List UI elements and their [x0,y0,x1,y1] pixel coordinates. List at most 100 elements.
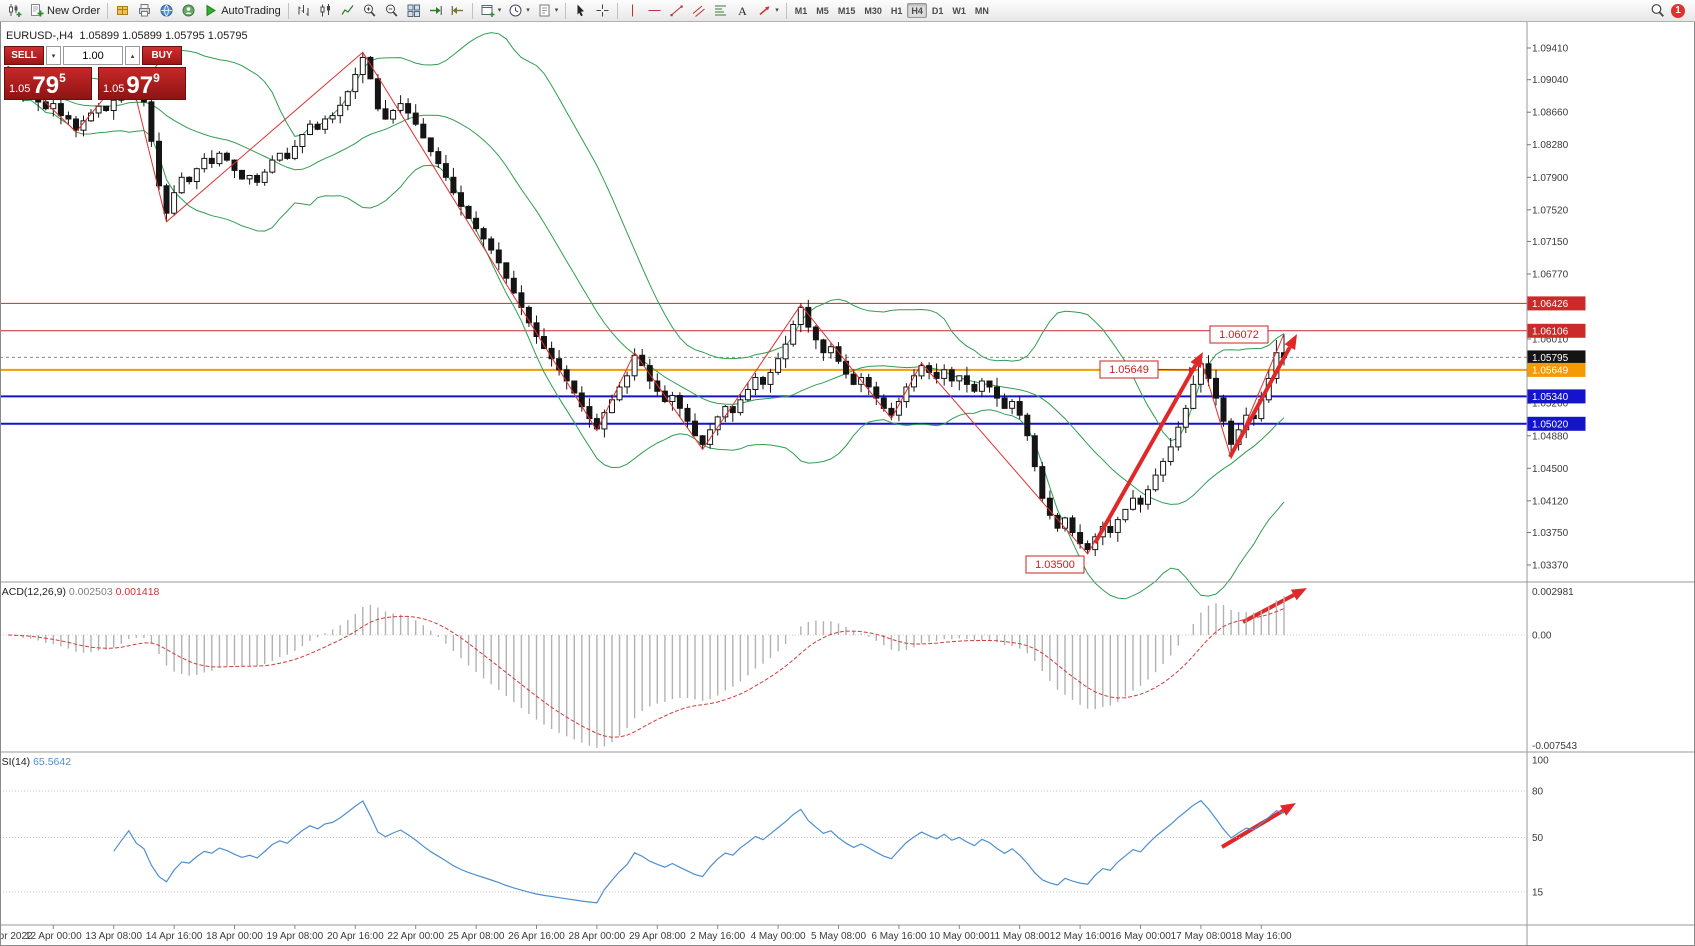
svg-text:19 Apr 08:00: 19 Apr 08:00 [267,931,324,942]
shape-arrow-icon [759,6,770,16]
timeframe-mn-button[interactable]: MN [971,3,993,18]
macd-signal-line [7,608,1285,738]
sell-price-pipette: 5 [59,71,66,85]
print-button[interactable] [134,1,155,20]
svg-text:0.002981: 0.002981 [1532,587,1574,598]
svg-text:17 May 08:00: 17 May 08:00 [1171,931,1232,942]
fibo-icon [715,5,727,16]
timeframe-m15-button[interactable]: M15 [834,3,860,18]
codebase-button[interactable] [156,1,177,20]
globe-arrows-icon [160,4,173,17]
cursor-button[interactable] [570,1,591,20]
timeframe-h4-button[interactable]: H4 [907,3,927,18]
svg-text:20 Apr 16:00: 20 Apr 16:00 [327,931,384,942]
main-chart-area[interactable] [0,22,1527,582]
template-button[interactable]: ▾ [534,1,562,20]
community-button[interactable] [178,1,199,20]
svg-text:10 May 00:00: 10 May 00:00 [929,931,990,942]
bollinger-middle [7,80,1285,505]
toolbar-separator [287,2,289,19]
svg-text:50: 50 [1532,833,1544,844]
svg-text:0.00: 0.00 [1532,631,1552,642]
text-button[interactable]: A [732,1,753,20]
volume-stepper-icon[interactable]: ▴ [125,46,140,65]
svg-text:12 Apr 00:00: 12 Apr 00:00 [25,931,82,942]
dropdown-caret-icon: ▾ [497,6,502,14]
new-chart-button[interactable] [4,1,25,20]
hline-icon [648,10,661,11]
svg-text:1.07900: 1.07900 [1532,173,1569,184]
buy-price-pipette: 9 [153,71,160,85]
zoom-out-button[interactable] [381,1,402,20]
svg-text:1.08660: 1.08660 [1532,108,1569,119]
svg-text:80: 80 [1532,787,1544,798]
rsi-level-lines [0,790,1527,893]
svg-text:2 May 16:00: 2 May 16:00 [690,931,745,942]
svg-text:1.04880: 1.04880 [1532,431,1569,442]
timeframe-h1-button[interactable]: H1 [887,3,907,18]
macd-label: MACD(12,26,9) 0.002503 0.001418 [0,586,160,598]
line-chart-button[interactable] [337,1,358,20]
period-button[interactable]: ▾ [505,1,533,20]
candles-icon [320,4,330,17]
volume-input[interactable] [63,46,123,65]
svg-text:1.06770: 1.06770 [1532,270,1569,281]
fibonacci-button[interactable] [710,1,731,20]
svg-text:22 Apr 00:00: 22 Apr 00:00 [387,931,444,942]
sell-price-button[interactable]: 1.05 79 5 [4,67,92,100]
rsi-panel-area[interactable] [0,752,1527,925]
price-annotations[interactable]: 1.06072 1.05649 1.03500 [1025,325,1269,574]
new-order-button-label: New Order [47,4,101,17]
new-window-button[interactable]: ▾ [477,1,505,20]
svg-text:1.08280: 1.08280 [1532,140,1569,151]
buy-price-button[interactable]: 1.05 97 9 [98,67,186,100]
sell-price-prefix: 1.05 [9,83,31,95]
macd-panel-area[interactable] [0,582,1527,752]
equidistant-channel-button[interactable] [688,1,709,20]
timeframe-m5-button[interactable]: M5 [812,3,833,18]
svg-text:13 Apr 08:00: 13 Apr 08:00 [85,931,142,942]
buy-price-prefix: 1.05 [103,83,125,95]
timeframe-m30-button[interactable]: M30 [860,3,886,18]
svg-text:29 Apr 08:00: 29 Apr 08:00 [629,931,686,942]
arrows-tool-button[interactable]: ▾ [754,1,782,20]
timeframe-m1-button[interactable]: M1 [791,3,812,18]
horizontal-line-button[interactable] [644,1,665,20]
sell-dropdown-caret-icon[interactable]: ▾ [46,46,61,65]
horizontal-level-lines[interactable] [0,302,1527,425]
new-order-button[interactable]: New Order [26,1,103,20]
market-box-icon [117,6,129,15]
crosshair-button[interactable] [592,1,613,20]
bollinger-bands [7,32,1285,600]
svg-text:28 Apr 00:00: 28 Apr 00:00 [569,931,626,942]
sell-button[interactable]: SELL [4,46,44,65]
timeframe-d1-button[interactable]: D1 [928,3,948,18]
chart-shift-button[interactable] [447,1,468,20]
vertical-line-button[interactable] [622,1,643,20]
svg-text:1.05795: 1.05795 [1532,353,1569,364]
price-axis-area[interactable] [1527,22,1695,925]
zoom-in-button[interactable] [359,1,380,20]
market-button[interactable] [112,1,133,20]
macd-axis: 0.002981 0.00 -0.007543 [1532,587,1577,752]
buy-button[interactable]: BUY [142,46,182,65]
toolbar-separator [785,2,787,19]
candlestick-chart-button[interactable] [315,1,336,20]
autotrading-button[interactable]: AutoTrading [200,1,284,20]
timeframe-w1-button[interactable]: W1 [948,3,970,18]
trendline-button[interactable] [666,1,687,20]
svg-text:1.09410: 1.09410 [1532,44,1569,55]
notification-badge[interactable]: 1 [1671,3,1685,18]
svg-text:1.06072: 1.06072 [1219,329,1259,341]
crosshair-icon [596,4,609,17]
svg-text:6 May 16:00: 6 May 16:00 [871,931,926,942]
tile-windows-button[interactable] [403,1,424,20]
text-a-icon: A [738,4,747,18]
bar-chart-button[interactable] [293,1,314,20]
auto-scroll-button[interactable] [425,1,446,20]
search-button[interactable] [1647,1,1668,20]
svg-text:1.04120: 1.04120 [1532,496,1569,507]
